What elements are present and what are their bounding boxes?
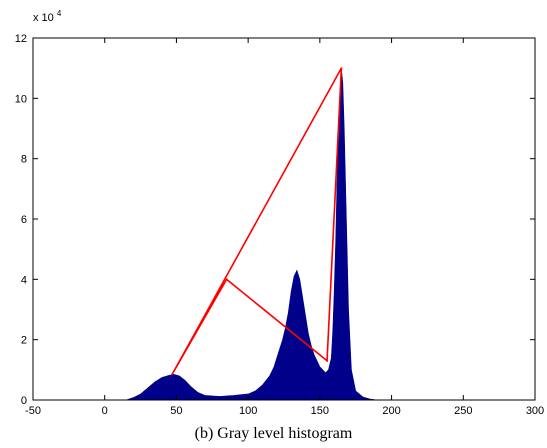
x-tick-label: 0: [102, 405, 108, 417]
figure-caption: (b) Gray level histogram: [194, 425, 353, 442]
triangle-vertex: [326, 359, 328, 362]
x-tick-label: 250: [454, 405, 472, 417]
x-tick-label: 150: [311, 405, 329, 417]
y-exponent-power: 4: [57, 9, 62, 18]
axes: [32, 37, 536, 401]
plot-area: [126, 67, 378, 401]
y-tick-label: 6: [21, 214, 27, 226]
triangle-vertex: [171, 373, 174, 376]
x-tick-label: 100: [239, 405, 257, 417]
y-tick-label: 8: [21, 154, 27, 166]
x-tick-label: 200: [382, 405, 400, 417]
triangle-vertex: [340, 67, 343, 70]
y-exponent-label: x 10 4: [33, 9, 62, 24]
y-exponent-base: x 10: [33, 12, 54, 24]
x-tick-label: 300: [526, 405, 544, 417]
y-tick-label: 0: [21, 395, 27, 407]
y-tick-label: 10: [15, 93, 27, 105]
triangle-vertex: [225, 278, 228, 281]
x-tick-label: 50: [170, 405, 182, 417]
histogram-area: [126, 68, 378, 401]
x-tick-label: -50: [25, 405, 41, 417]
y-tick-label: 4: [21, 274, 27, 286]
y-tick-label: 12: [15, 33, 27, 45]
y-tick-label: 2: [21, 335, 27, 347]
